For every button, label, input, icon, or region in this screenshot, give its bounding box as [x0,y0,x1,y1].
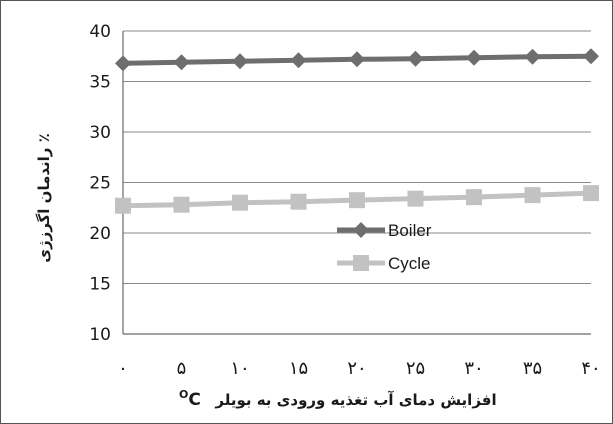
x-tick-label: ١٠ [230,358,249,379]
data-point-boiler [173,54,190,71]
data-point-boiler [232,53,248,70]
legend-swatch-marker [353,222,369,238]
series-boiler [115,48,599,72]
data-point-cycle [466,189,482,206]
legend-label: Boiler [388,221,432,240]
data-point-cycle [349,192,365,209]
data-point-boiler [524,48,541,65]
x-axis-title-text: افزایش دمای آب تغذیه ورودی به بویلر [214,391,496,409]
series-cycle [115,185,599,214]
data-point-boiler [583,48,599,65]
x-axis-unit: OC [179,388,201,410]
gridlines [123,30,591,284]
y-tick-label: 10 [89,325,111,345]
data-point-boiler [349,51,365,68]
data-point-cycle [407,190,424,207]
legend: Boiler Cycle [337,221,432,273]
x-axis-unit-letter: C [188,390,200,410]
x-tick-label: ۵ [177,358,187,379]
x-tick-label: ٣۵ [523,358,542,379]
data-point-boiler [407,50,424,67]
data-point-cycle [524,187,541,204]
data-point-cycle [173,196,190,213]
data-point-cycle [583,185,599,202]
x-tick-label: ٣٠ [464,358,483,379]
y-tick-labels: 10 15 20 25 30 35 40 [89,22,111,345]
y-tick-label: 30 [89,123,111,143]
x-tick-label: ١۵ [289,358,308,379]
series-layer [115,48,599,214]
data-point-boiler [115,55,131,72]
data-point-cycle [290,193,307,210]
x-tick-label: ۴٠ [581,358,600,379]
y-tick-label: 15 [89,275,111,295]
data-point-cycle [232,194,248,211]
x-axis-title: افزایش دمای آب تغذیه ورودی به بویلر [214,391,496,409]
legend-item-cycle: Cycle [337,254,431,273]
x-tick-labels: ٠ ۵ ١٠ ١۵ ٢٠ ٢۵ ٣٠ ٣۵ ۴٠ [118,358,601,379]
x-tick-label: ٠ [118,358,128,379]
y-tick-label: 20 [89,224,111,244]
y-tick-label: 35 [89,73,111,93]
data-point-boiler [290,52,307,69]
data-point-boiler [466,49,482,66]
x-tick-label: ٢٠ [347,358,366,379]
x-axis-unit-sup: O [179,388,188,401]
x-tick-label: ٢۵ [406,358,425,379]
legend-swatch-marker [353,255,369,271]
axes [122,31,591,335]
legend-label: Cycle [388,254,431,273]
legend-item-boiler: Boiler [337,221,432,240]
y-tick-label: 40 [89,22,111,42]
y-axis-title: ٪ راندمان اگرزژی [35,133,53,263]
data-point-cycle [115,197,131,214]
y-tick-label: 25 [89,174,111,194]
